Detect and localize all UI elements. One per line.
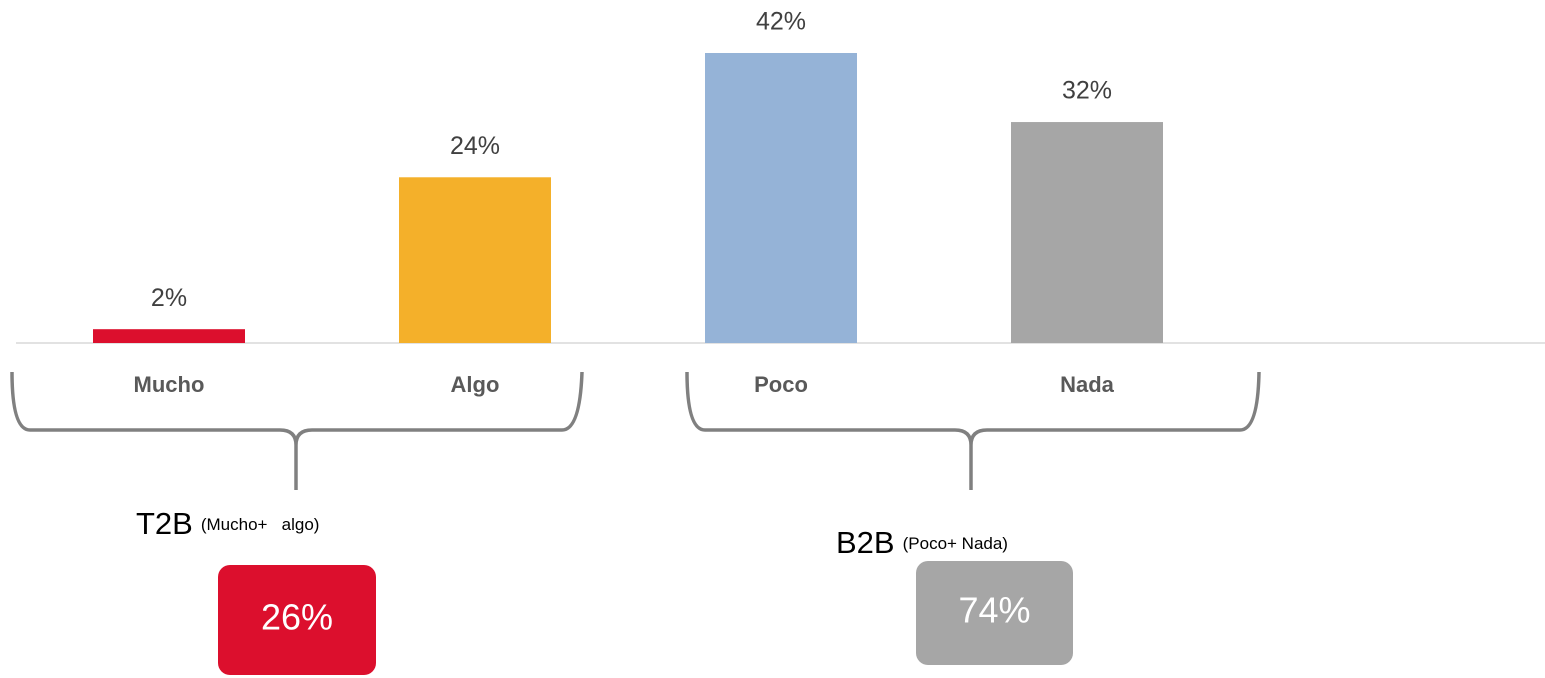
group-title-main: B2B	[836, 525, 895, 560]
value-label: 32%	[1062, 77, 1112, 105]
bar	[1011, 122, 1163, 343]
group-subtitle: (Poco+ Nada)	[903, 534, 1008, 553]
group-title: T2B (Mucho+ algo)	[136, 506, 319, 541]
value-label: 2%	[151, 284, 187, 312]
value-label: 24%	[450, 132, 500, 160]
bracket	[685, 371, 1261, 490]
value-label: 42%	[756, 8, 806, 36]
category-label: Nada	[1060, 372, 1115, 397]
total-box	[916, 561, 1073, 665]
total-box	[218, 565, 376, 675]
category-label: Mucho	[134, 372, 205, 397]
total-value: 74%	[958, 590, 1030, 631]
bar	[399, 177, 551, 343]
bar	[93, 329, 245, 343]
total-value: 26%	[261, 597, 333, 638]
category-label: Algo	[451, 372, 500, 397]
group-title: B2B (Poco+ Nada)	[836, 525, 1008, 560]
category-label: Poco	[754, 372, 808, 397]
bar	[705, 53, 857, 343]
group-subtitle: (Mucho+ algo)	[201, 515, 320, 534]
group-title-main: T2B	[136, 506, 193, 541]
bracket	[10, 371, 584, 490]
